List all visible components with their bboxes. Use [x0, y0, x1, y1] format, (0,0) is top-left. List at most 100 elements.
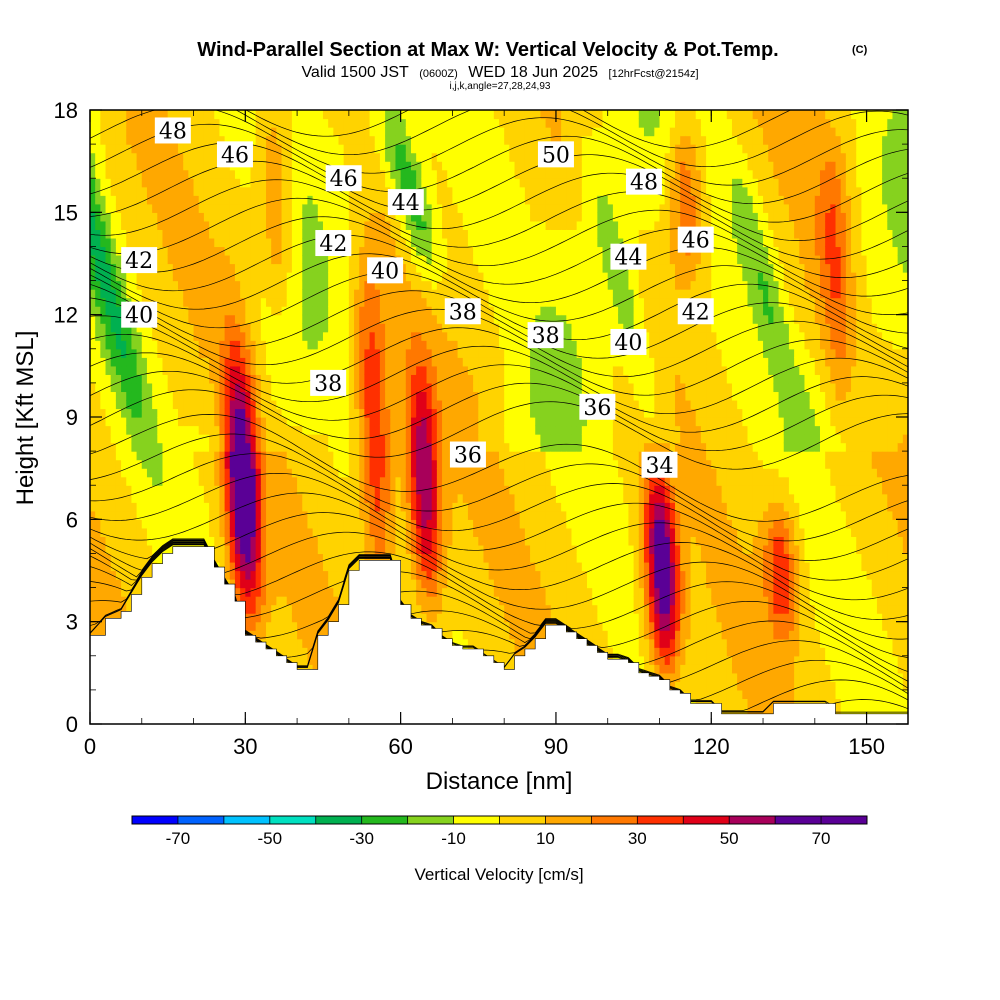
velocity-cell — [115, 527, 122, 537]
velocity-cell — [343, 561, 350, 572]
velocity-cell — [442, 519, 448, 529]
velocity-cell — [338, 357, 345, 367]
velocity-cell — [395, 340, 402, 350]
velocity-cell — [234, 536, 241, 546]
velocity-cell — [436, 527, 443, 537]
velocity-cell — [436, 476, 443, 486]
velocity-cell — [385, 178, 391, 188]
velocity-cell — [312, 502, 319, 512]
velocity-cell — [286, 553, 293, 563]
velocity-cell — [307, 229, 314, 239]
velocity-cell — [426, 144, 433, 154]
velocity-cell — [250, 220, 257, 230]
velocity-cell — [302, 118, 309, 128]
velocity-cell — [271, 340, 277, 350]
velocity-cell — [198, 365, 205, 375]
velocity-cell — [343, 476, 350, 486]
velocity-cell — [271, 237, 277, 248]
velocity-cell — [421, 314, 428, 324]
velocity-cell — [95, 459, 101, 469]
velocity-cell — [240, 451, 246, 461]
velocity-cell — [266, 417, 272, 427]
velocity-cell — [317, 570, 324, 580]
velocity-cell — [328, 297, 334, 307]
velocity-cell — [152, 544, 158, 555]
velocity-cell — [245, 365, 252, 375]
velocity-cell — [136, 220, 143, 230]
velocity-cell — [95, 425, 101, 435]
velocity-cell — [307, 570, 314, 580]
velocity-cell — [431, 152, 438, 162]
velocity-cell — [343, 391, 350, 401]
velocity-cell — [338, 459, 345, 469]
velocity-cell — [229, 169, 236, 179]
velocity-cell — [229, 289, 236, 299]
velocity-cell — [193, 365, 200, 375]
velocity-cell — [343, 152, 350, 162]
velocity-cell — [322, 280, 329, 290]
velocity-cell — [276, 382, 283, 393]
velocity-cell — [390, 144, 397, 154]
velocity-cell — [302, 570, 309, 580]
velocity-cell — [281, 186, 288, 196]
velocity-cell — [379, 510, 386, 520]
velocity-cell — [136, 579, 143, 589]
velocity-cell — [188, 229, 195, 239]
velocity-cell — [297, 144, 303, 154]
velocity-cell — [405, 357, 412, 367]
velocity-cell — [250, 135, 257, 145]
velocity-cell — [369, 331, 376, 341]
velocity-cell — [203, 289, 210, 299]
velocity-cell — [152, 323, 158, 333]
velocity-cell — [152, 212, 158, 222]
velocity-cell — [348, 544, 355, 555]
velocity-cell — [390, 365, 397, 375]
velocity-cell — [203, 442, 210, 452]
velocity-cell — [162, 263, 169, 273]
velocity-cell — [385, 135, 391, 145]
velocity-cell — [400, 553, 407, 563]
velocity-cell — [302, 613, 309, 623]
velocity-cell — [436, 451, 443, 461]
velocity-cell — [322, 596, 329, 606]
velocity-cell — [317, 399, 324, 410]
velocity-cell — [167, 391, 174, 401]
velocity-cell — [214, 118, 221, 128]
velocity-cell — [359, 374, 365, 384]
velocity-cell — [405, 451, 412, 461]
velocity-cell — [405, 314, 412, 324]
velocity-cell — [229, 280, 236, 290]
velocity-cell — [297, 621, 303, 631]
velocity-cell — [390, 118, 397, 128]
velocity-cell — [390, 408, 397, 418]
velocity-cell — [255, 357, 262, 367]
velocity-cell — [136, 553, 143, 563]
velocity-cell — [328, 476, 334, 486]
velocity-cell — [105, 613, 112, 623]
velocity-cell — [193, 425, 200, 435]
velocity-cell — [431, 570, 438, 580]
velocity-cell — [442, 374, 448, 384]
velocity-cell — [271, 382, 277, 393]
velocity-cell — [224, 382, 231, 393]
velocity-cell — [188, 280, 195, 290]
velocity-cell — [317, 161, 324, 171]
velocity-cell — [183, 280, 189, 290]
velocity-cell — [121, 544, 127, 555]
velocity-cell — [152, 502, 158, 512]
velocity-cell — [95, 323, 101, 333]
velocity-cell — [209, 186, 215, 196]
velocity-cell — [167, 203, 174, 213]
velocity-cell — [172, 340, 179, 350]
velocity-cell — [271, 186, 277, 196]
velocity-cell — [271, 314, 277, 324]
velocity-cell — [405, 169, 412, 179]
velocity-cell — [400, 246, 407, 256]
velocity-cell — [431, 254, 438, 265]
velocity-cell — [390, 357, 397, 367]
velocity-cell — [224, 476, 231, 486]
velocity-cell — [126, 280, 133, 290]
velocity-cell — [416, 434, 422, 444]
velocity-cell — [385, 425, 391, 435]
velocity-cell — [348, 263, 355, 273]
